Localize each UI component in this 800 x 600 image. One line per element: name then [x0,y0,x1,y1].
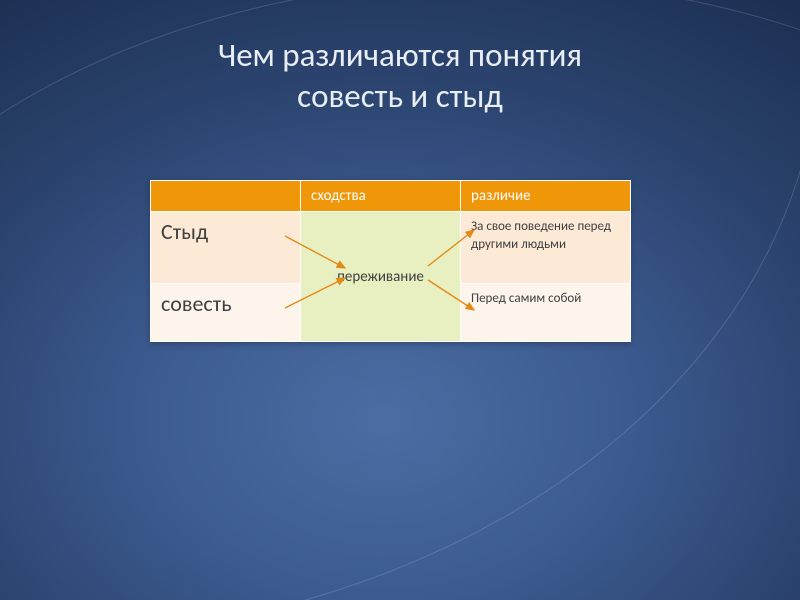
difference-conscience: Перед самим собой [461,284,631,342]
row-label-conscience: совесть [151,284,301,342]
table-row: Стыд переживание За свое поведение перед… [151,212,631,284]
difference-shame: За свое поведение перед другими людьми [461,212,631,284]
slide-title: Чем различаются понятия совесть и стыд [0,35,800,118]
title-line-1: Чем различаются понятия [0,35,800,76]
table-header-similarity: сходства [301,181,461,212]
center-merged-cell: переживание [301,212,461,342]
center-word: переживание [337,268,424,286]
row-label-shame: Стыд [151,212,301,284]
table-header-difference: различие [461,181,631,212]
title-line-2: совесть и стыд [0,76,800,117]
table-header-empty [151,181,301,212]
comparison-table: сходства различие Стыд переживание За св… [150,180,630,342]
table-header-row: сходства различие [151,181,631,212]
